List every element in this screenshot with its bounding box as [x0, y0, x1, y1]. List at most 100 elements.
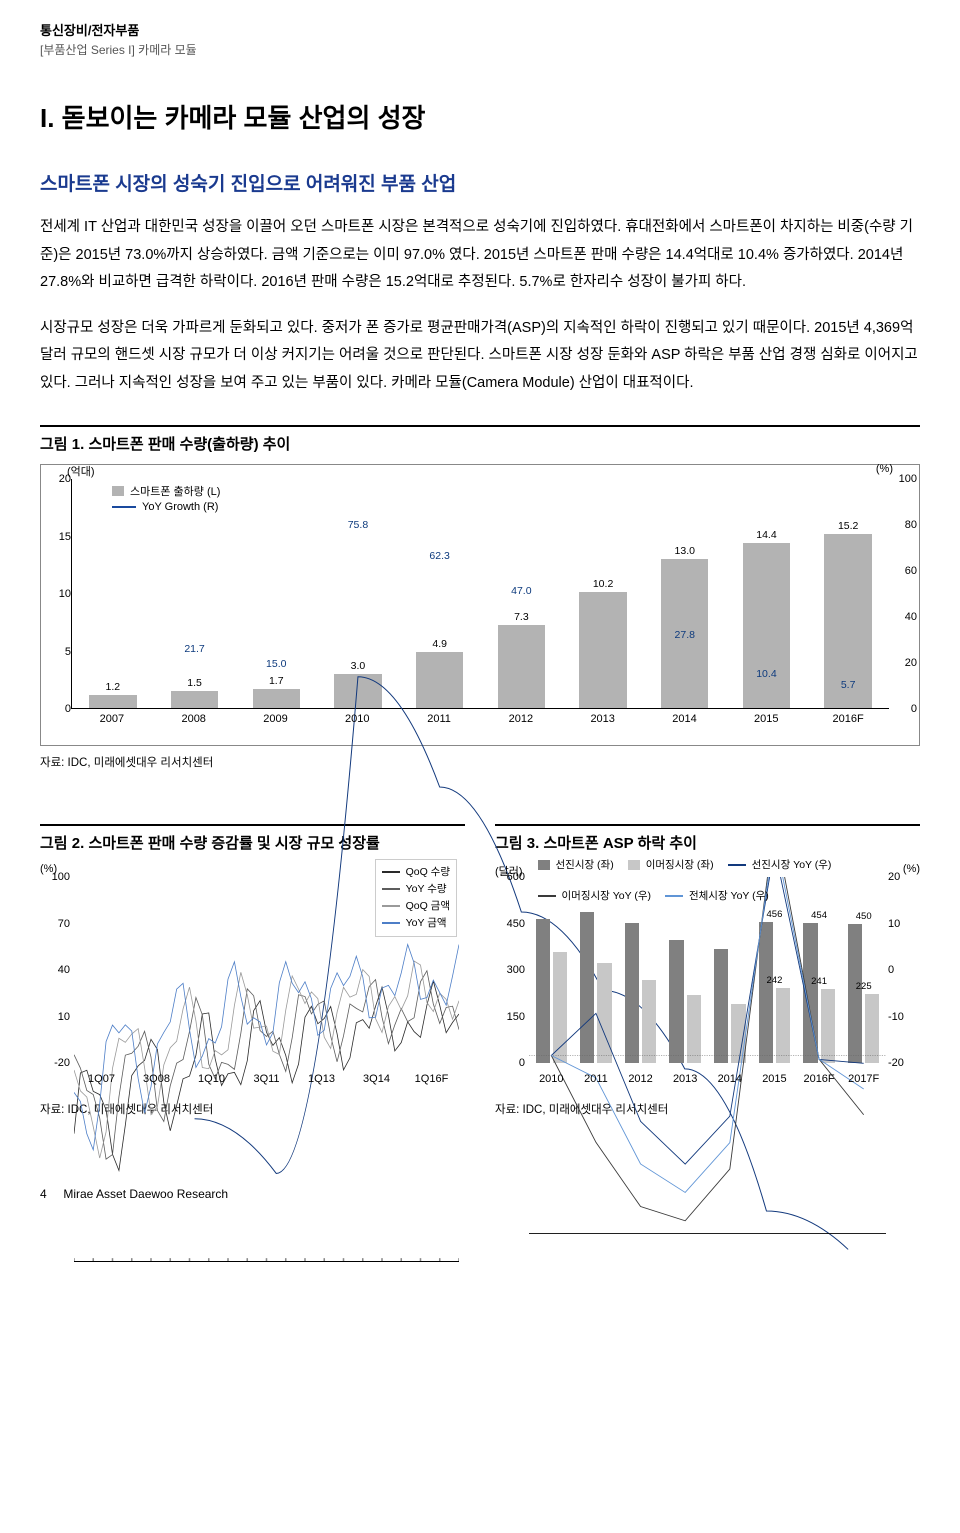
paragraph-2: 시장규모 성장은 더욱 가파르게 둔화되고 있다. 중저가 폰 증가로 평균판매…	[40, 315, 920, 398]
fig1-ytick-right: 0	[889, 703, 917, 715]
legend-line-icon	[382, 888, 400, 890]
fig3-xlabel: 2014	[708, 1073, 753, 1085]
legend-line-icon	[382, 905, 400, 907]
fig2-xlabel: 1Q07	[74, 1073, 129, 1085]
fig1-ytick-left: 20	[43, 473, 71, 485]
fig2-ytick: 70	[40, 918, 70, 930]
legend-bar-dark-icon	[538, 860, 550, 870]
legend-line3-icon	[538, 895, 556, 897]
fig2-legend-item: QoQ 금액	[406, 898, 450, 913]
fig3-ytick-left: 300	[495, 964, 525, 976]
fig3-ytick-right: 0	[888, 964, 916, 976]
fig3-leg-l3: 전체시장 YoY (우)	[689, 888, 769, 903]
fig2-xlabel: 1Q13	[294, 1073, 349, 1085]
fig1-line-value: 62.3	[429, 550, 449, 562]
fig2-xlabel: 3Q14	[349, 1073, 404, 1085]
fig1-line-value: 47.0	[511, 585, 531, 597]
fig3-ytick-right: 20	[888, 871, 916, 883]
fig2-legend-item: YoY 금액	[406, 915, 447, 930]
fig1-line-value: 75.8	[348, 519, 368, 531]
fig3-xlabel: 2013	[663, 1073, 708, 1085]
fig2-legend: QoQ 수량 YoY 수량 QoQ 금액 YoY 금액	[375, 859, 457, 937]
fig1-legend-line: YoY Growth (R)	[142, 501, 218, 513]
fig1-line-value: 5.7	[841, 679, 856, 691]
fig1-yaxis-left: 05101520	[43, 479, 71, 709]
fig2-xaxis: 1Q073Q081Q103Q111Q133Q141Q16F	[74, 1073, 459, 1085]
fig1-ytick-left: 15	[43, 531, 71, 543]
fig3-xlabel: 2017F	[841, 1073, 886, 1085]
fig2-ytick: 40	[40, 964, 70, 976]
fig3-ytick-left: 600	[495, 871, 525, 883]
fig1-yaxis-right: 020406080100	[889, 479, 917, 709]
fig1-xlabel: 2010	[316, 709, 398, 739]
fig1-legend: 스마트폰 출하량 (L) YoY Growth (R)	[112, 483, 220, 515]
fig1-xlabel: 2011	[398, 709, 480, 739]
fig2-ytick: 100	[40, 871, 70, 883]
fig3-ytick-left: 450	[495, 918, 525, 930]
fig3-xlabel: 2010	[529, 1073, 574, 1085]
figure1-chart: (억대) (%) 05101520 020406080100 1.21.51.7…	[40, 464, 920, 746]
fig1-ytick-left: 0	[43, 703, 71, 715]
fig3-xlabel: 2015	[752, 1073, 797, 1085]
fig1-xlabel: 2008	[153, 709, 235, 739]
page-number: 4	[40, 1187, 60, 1201]
fig1-ytick-right: 60	[889, 565, 917, 577]
fig3-xlabel: 2011	[574, 1073, 619, 1085]
fig1-xlabel: 2015	[725, 709, 807, 739]
fig3-xlabel: 2012	[618, 1073, 663, 1085]
figure1-title: 그림 1. 스마트폰 판매 수량(출하량) 추이	[40, 425, 920, 454]
section-title: I. 돋보이는 카메라 모듈 산업의 성장	[40, 98, 920, 135]
fig3-leg-l2: 이머징시장 YoY (우)	[562, 888, 651, 903]
fig1-xlabel: 2012	[480, 709, 562, 739]
fig1-line-value: 15.0	[266, 658, 286, 670]
fig1-xlabel: 2016F	[807, 709, 889, 739]
fig2-ytick: -20	[40, 1057, 70, 1069]
fig1-ytick-left: 5	[43, 646, 71, 658]
fig1-xlabel: 2013	[562, 709, 644, 739]
header-subtitle: [부품산업 Series I] 카메라 모듈	[40, 41, 920, 58]
legend-line-icon	[382, 922, 400, 924]
fig1-xlabel: 2007	[71, 709, 153, 739]
fig3-ytick-right: -10	[888, 1011, 916, 1023]
fig1-line-value: 10.4	[756, 668, 776, 680]
fig3-leg-barA: 선진시장 (좌)	[556, 857, 614, 872]
paragraph-1: 전세계 IT 산업과 대한민국 성장을 이끌어 오던 스마트폰 시장은 본격적으…	[40, 214, 920, 297]
fig2-xlabel: 3Q11	[239, 1073, 294, 1085]
legend-line1-icon	[728, 864, 746, 866]
figure3-chart: (달러) (%) 225241242450454456 015030045060…	[495, 863, 920, 1093]
fig1-xlabel: 2014	[644, 709, 726, 739]
legend-line2-icon	[665, 895, 683, 897]
fig3-ytick-right: 10	[888, 918, 916, 930]
fig2-ytick: 10	[40, 1011, 70, 1023]
fig2-xlabel: 3Q08	[129, 1073, 184, 1085]
fig2-legend-item: YoY 수량	[406, 881, 447, 896]
fig2-xlabel: 1Q10	[184, 1073, 239, 1085]
fig1-unit-left: (억대)	[67, 463, 95, 479]
figure2-chart: (%) -20104070100 1Q073Q081Q103Q111Q133Q1…	[40, 863, 465, 1093]
fig1-xlabel: 2009	[235, 709, 317, 739]
legend-line-icon	[382, 871, 400, 873]
legend-box-icon	[112, 486, 124, 496]
legend-bar-light-icon	[628, 860, 640, 870]
fig1-ytick-right: 40	[889, 611, 917, 623]
fig3-legend: 선진시장 (좌) 이머징시장 (좌) 선진시장 YoY (우) 이머징시장 Yo…	[538, 857, 878, 905]
legend-line-icon	[112, 506, 136, 508]
fig1-xaxis: 2007200820092010201120122013201420152016…	[71, 709, 889, 739]
fig1-ytick-left: 10	[43, 588, 71, 600]
fig1-ytick-right: 80	[889, 519, 917, 531]
fig1-plot: 1.21.51.73.04.97.310.213.014.415.2 21.71…	[71, 479, 889, 709]
fig1-line-value: 21.7	[184, 643, 204, 655]
fig3-xlabel: 2016F	[797, 1073, 842, 1085]
fig1-ytick-right: 20	[889, 657, 917, 669]
fig2-xlabel: 1Q16F	[404, 1073, 459, 1085]
fig1-ytick-right: 100	[889, 473, 917, 485]
fig3-xaxis: 2010201120122013201420152016F2017F	[529, 1073, 886, 1085]
header-category: 통신장비/전자부품	[40, 20, 920, 39]
sub-title: 스마트폰 시장의 성숙기 진입으로 어려워진 부품 산업	[40, 169, 920, 196]
fig1-legend-bar: 스마트폰 출하량 (L)	[130, 483, 220, 499]
fig3-ytick-left: 0	[495, 1057, 525, 1069]
fig1-line-value: 27.8	[675, 629, 695, 641]
fig3-leg-l1: 선진시장 YoY (우)	[752, 857, 832, 872]
fig2-legend-item: QoQ 수량	[406, 864, 450, 879]
fig3-ytick-left: 150	[495, 1011, 525, 1023]
